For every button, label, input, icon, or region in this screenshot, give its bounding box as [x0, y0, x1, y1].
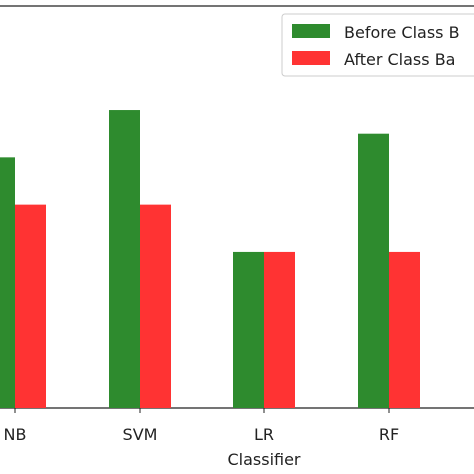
- bar-before-lr: [233, 251, 264, 408]
- legend-swatch-after: [292, 51, 330, 65]
- x-tick-label-nb: NB: [4, 425, 27, 444]
- legend-label-before: Before Class B: [344, 23, 460, 42]
- legend-box: [281, 13, 474, 77]
- legend-swatch-before: [292, 24, 330, 38]
- bar-after-lr: [264, 251, 295, 408]
- bar-before-nb: [0, 157, 15, 408]
- bars-layer: [0, 110, 420, 408]
- bar-before-svm: [109, 110, 140, 408]
- legend-label-after: After Class Ba: [344, 50, 455, 69]
- x-ticks-layer: NB SVM LR RF: [4, 408, 399, 444]
- bar-before-rf: [358, 133, 389, 408]
- legend: Before Class B After Class Ba: [281, 13, 474, 77]
- x-tick-label-rf: RF: [379, 425, 399, 444]
- bar-after-nb: [15, 204, 46, 408]
- x-tick-label-svm: SVM: [123, 425, 158, 444]
- bar-after-rf: [389, 251, 420, 408]
- x-tick-label-lr: LR: [254, 425, 274, 444]
- x-axis-label: Classifier: [227, 450, 300, 469]
- bar-after-svm: [140, 204, 171, 408]
